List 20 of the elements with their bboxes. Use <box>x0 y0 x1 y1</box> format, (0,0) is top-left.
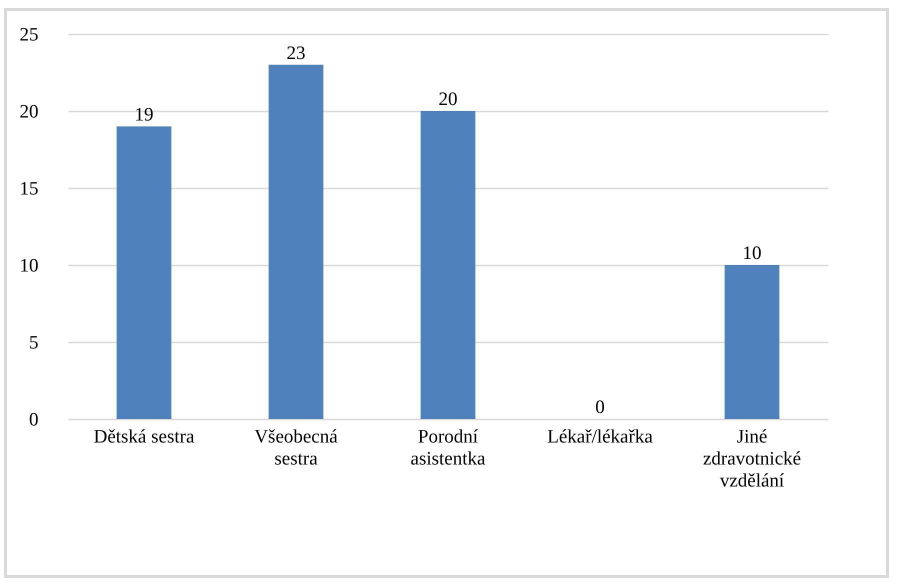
y-tick-label: 5 <box>29 332 38 354</box>
data-label: 0 <box>595 397 605 418</box>
y-tick-label: 0 <box>29 410 38 430</box>
y-tick-label: 20 <box>20 102 38 122</box>
y-tick-label: 10 <box>20 256 38 276</box>
data-label: 10 <box>742 243 762 264</box>
data-label: 23 <box>286 42 306 64</box>
x-tick-label: Dětská sestra <box>94 426 195 448</box>
y-tick-label: 25 <box>20 24 38 46</box>
x-tick-label: Jiné zdravotnické vzdělání <box>702 426 802 492</box>
bar <box>724 265 780 419</box>
data-label: 19 <box>134 104 154 126</box>
bar <box>420 111 476 419</box>
y-tick-label: 15 <box>20 178 38 200</box>
bar <box>116 126 172 419</box>
bar <box>268 64 324 419</box>
data-label: 20 <box>438 89 458 110</box>
x-tick-label: Všeobecná sestra <box>254 426 338 470</box>
x-tick-label: Lékař/lékařka <box>547 426 654 448</box>
x-tick-label: Porodní asistentka <box>410 426 486 470</box>
